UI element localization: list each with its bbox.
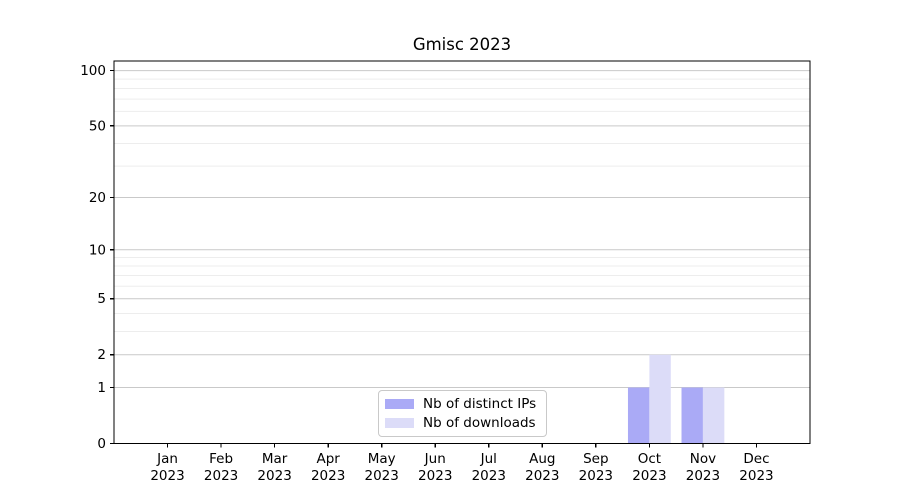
y-tick-label: 2 [97,347,106,363]
x-tick-label-year: 2023 [525,468,559,484]
x-tick-label-year: 2023 [739,468,773,484]
x-tick-label-month: Jan [156,451,178,467]
legend-swatch-distinct-ips [385,398,414,410]
bar-oct-distinct-ips [627,387,650,444]
x-tick-label-month: May [368,451,396,467]
bar-oct-downloads [649,354,671,444]
bar-nov-downloads [702,387,725,444]
x-tick-label-month: Jun [424,451,446,467]
x-tick-label-year: 2023 [418,468,452,484]
x-tick-label-year: 2023 [204,468,238,484]
x-tick-label-month: Aug [529,451,555,467]
x-tick-label-month: Mar [262,451,288,467]
legend-item-downloads: Nb of downloads [385,414,539,431]
y-tick-label: 20 [89,190,106,206]
x-tick-label-month: Sep [583,451,608,467]
x-tick-label-year: 2023 [579,468,613,484]
y-tick-label: 1 [97,380,106,396]
x-tick-label-year: 2023 [686,468,720,484]
x-tick-label-year: 2023 [257,468,291,484]
y-tick-label: 50 [89,118,106,134]
x-tick-label-month: Feb [209,451,233,467]
x-tick-label-year: 2023 [365,468,399,484]
plot-border [113,60,811,445]
y-tick-label: 0 [97,436,106,452]
legend-item-distinct-ips: Nb of distinct IPs [385,395,539,412]
x-tick-label-year: 2023 [150,468,184,484]
x-tick-label-month: Jul [480,451,497,467]
legend-label-downloads: Nb of downloads [423,414,536,431]
x-tick-label-month: Apr [316,451,340,467]
x-tick-label-month: Dec [743,451,769,467]
x-tick-label-year: 2023 [311,468,345,484]
legend: Nb of distinct IPs Nb of downloads [378,390,547,437]
chart-title: Gmisc 2023 [412,35,512,54]
legend-swatch-downloads [385,417,414,429]
y-tick-label: 100 [80,63,106,79]
y-tick-label: 5 [97,291,106,307]
x-tick-label-month: Nov [690,451,716,467]
y-tick-label: 10 [89,242,106,258]
bar-nov-distinct-ips [681,387,703,444]
legend-label-distinct-ips: Nb of distinct IPs [423,395,537,412]
x-tick-label-year: 2023 [472,468,506,484]
x-tick-label-year: 2023 [632,468,666,484]
x-tick-label-month: Oct [638,451,661,467]
